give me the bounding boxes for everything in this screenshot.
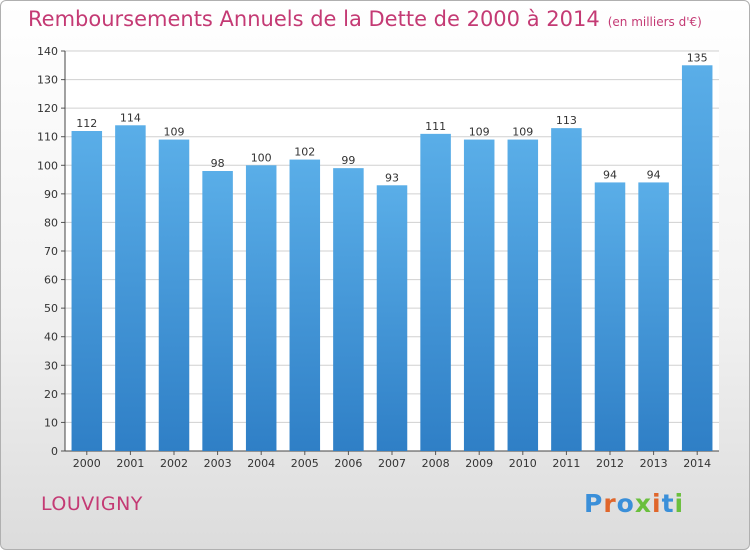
bar: [158, 139, 190, 452]
x-tick-label: 2014: [683, 457, 711, 470]
x-tick-label: 2008: [422, 457, 450, 470]
data-label: 114: [120, 111, 141, 124]
y-tick-label: 110: [37, 131, 58, 144]
x-tick-label: 2010: [509, 457, 537, 470]
x-tick-label: 2002: [160, 457, 188, 470]
data-label: 109: [512, 126, 533, 139]
bar: [202, 171, 233, 451]
y-tick-label: 130: [37, 74, 58, 87]
x-tick-label: 2000: [73, 457, 101, 470]
logo-letter: P: [584, 489, 604, 518]
y-tick-label: 90: [44, 188, 58, 201]
bar: [594, 182, 626, 451]
bar: [376, 185, 408, 452]
y-tick-label: 120: [37, 102, 58, 115]
data-label: 109: [164, 126, 185, 139]
y-tick-label: 40: [44, 331, 58, 344]
bar: [420, 133, 451, 451]
town-name: LOUVIGNY: [41, 493, 143, 515]
logo-letter: r: [603, 489, 617, 518]
data-label: 111: [425, 120, 446, 133]
x-tick-label: 2004: [247, 457, 275, 470]
proxiti-logo: Proxiti: [584, 489, 684, 518]
logo-letter: t: [661, 489, 675, 518]
bar: [507, 139, 539, 452]
y-tick-label: 10: [44, 416, 58, 429]
data-label: 102: [294, 146, 315, 159]
logo-letter: i: [652, 489, 662, 518]
x-tick-label: 2007: [378, 457, 406, 470]
data-label: 94: [647, 168, 661, 181]
y-tick-label: 70: [44, 245, 58, 258]
x-tick-label: 2001: [116, 457, 144, 470]
bar: [71, 131, 103, 451]
data-label: 99: [341, 154, 355, 167]
logo-letter: o: [616, 489, 635, 518]
y-tick-label: 0: [51, 445, 58, 458]
y-tick-label: 80: [44, 216, 58, 229]
data-label: 113: [556, 114, 577, 127]
logo-letter: i: [674, 489, 685, 518]
data-label: 109: [469, 126, 490, 139]
x-tick-label: 2005: [291, 457, 319, 470]
y-tick-label: 140: [37, 45, 58, 58]
y-tick-label: 60: [44, 274, 58, 287]
x-tick-label: 2012: [596, 457, 624, 470]
y-tick-label: 20: [44, 388, 58, 401]
bar: [115, 125, 146, 452]
x-tick-label: 2006: [334, 457, 362, 470]
bar: [463, 139, 495, 452]
chart-subtitle: (en milliers d'€): [607, 15, 702, 29]
data-label: 94: [603, 168, 617, 181]
bar: [333, 168, 364, 451]
data-label: 100: [251, 151, 272, 164]
data-label: 135: [687, 51, 708, 64]
data-label: 93: [385, 171, 399, 184]
logo-letter: x: [634, 489, 652, 518]
data-label: 98: [211, 157, 225, 170]
bar: [551, 128, 582, 451]
bar: [289, 159, 321, 452]
data-label: 112: [76, 117, 97, 130]
bar: [638, 182, 669, 451]
bar: [245, 165, 277, 452]
y-tick-label: 30: [44, 359, 58, 372]
x-tick-label: 2003: [204, 457, 232, 470]
x-tick-label: 2013: [640, 457, 668, 470]
x-tick-label: 2011: [552, 457, 580, 470]
chart-title: Remboursements Annuels de la Dette de 20…: [28, 7, 702, 31]
y-tick-label: 50: [44, 302, 58, 315]
chart-title-text: Remboursements Annuels de la Dette de 20…: [28, 7, 600, 31]
y-tick-label: 100: [37, 159, 58, 172]
bar: [681, 65, 713, 452]
x-tick-label: 2009: [465, 457, 493, 470]
